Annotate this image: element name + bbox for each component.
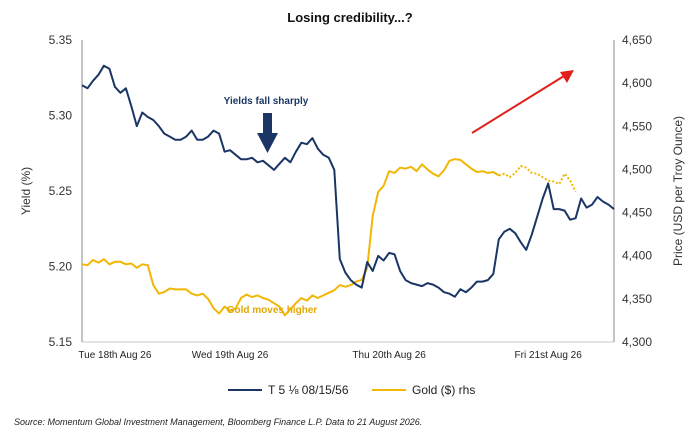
y-tick-label: 5.35 [49, 33, 73, 47]
yields-annotation: Yields fall sharply [224, 96, 309, 107]
y-tick-label: 5.25 [49, 184, 73, 198]
gold-annotation: Gold moves higher [227, 305, 318, 316]
source-note: Source: Momentum Global Investment Manag… [14, 417, 422, 427]
x-tick-labels: Tue 18th Aug 26 Wed 19th Aug 26 Thu 20th A… [78, 350, 582, 361]
y-tick-label: 5.15 [49, 335, 73, 349]
y2-tick-label: 4,350 [622, 292, 652, 306]
y2-tick-label: 4,400 [622, 249, 652, 263]
y2-axis-label: Price (USD per Troy Ounce) [671, 116, 685, 266]
y-tick-label: 5.20 [49, 260, 73, 274]
y-axis-label: Yield (%) [19, 167, 33, 215]
legend-label-gold: Gold ($) rhs [412, 383, 475, 397]
y2-tick-label: 4,600 [622, 76, 652, 90]
y2-tick-label: 4,450 [622, 206, 652, 220]
x-tick-label: Fri 21st Aug 26 [515, 350, 583, 361]
up-right-arrow-icon [471, 70, 574, 134]
y2-tick-label: 4,300 [622, 335, 652, 349]
y2-tick-label: 4,550 [622, 119, 652, 133]
legend-item-gold: Gold ($) rhs [372, 383, 475, 397]
x-tick-label: Thu 20th Aug 26 [352, 350, 426, 361]
left-tick-labels: 5.15 5.20 5.25 5.30 5.35 [49, 33, 73, 349]
chart-title: Losing credibility...? [287, 10, 412, 25]
y2-tick-label: 4,500 [622, 162, 652, 176]
series-gold-line [81, 158, 500, 317]
down-arrow-icon [257, 113, 278, 153]
x-tick-label: Tue 18th Aug 26 [78, 350, 151, 361]
series-gold-dotted-line [498, 165, 577, 193]
x-tick-label: Wed 19th Aug 26 [192, 350, 269, 361]
legend-label-yield: T 5 ⅛ 08/15/56 [268, 383, 349, 397]
series-yield-line [81, 64, 615, 298]
right-tick-labels: 4,300 4,350 4,400 4,450 4,500 4,550 4,600 4,650 [622, 33, 652, 349]
legend-item-yield: T 5 ⅛ 08/15/56 [228, 383, 349, 397]
y2-tick-label: 4,650 [622, 33, 652, 47]
series-group [81, 64, 615, 317]
y-tick-label: 5.30 [49, 109, 73, 123]
legend: T 5 ⅛ 08/15/56 Gold ($) rhs [228, 383, 475, 397]
